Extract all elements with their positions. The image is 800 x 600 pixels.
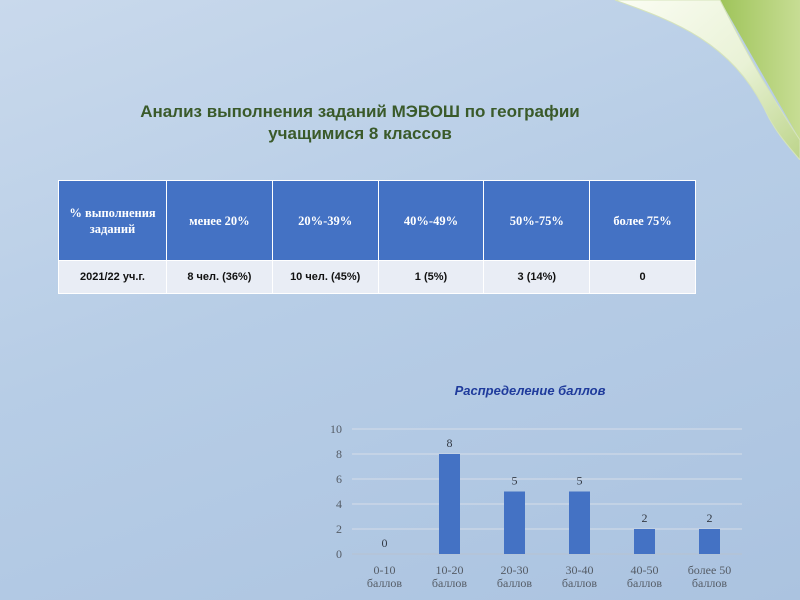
x-tick-label: 0-10 баллов — [367, 563, 403, 590]
page-title: Анализ выполнения заданий МЭВОШ по геогр… — [100, 101, 620, 145]
page-title-line1: Анализ выполнения заданий МЭВОШ по геогр… — [140, 102, 580, 121]
table-header-row: % выполнения заданий менее 20% 20%-39% 4… — [58, 180, 696, 261]
page-title-line2: учащимися 8 классов — [268, 124, 452, 143]
data-label: 2 — [707, 511, 713, 525]
y-tick-label: 2 — [336, 522, 342, 536]
table-cell: 3 (14%) — [483, 260, 591, 294]
table-header-cell: 20%-39% — [271, 180, 379, 261]
data-label: 5 — [577, 474, 583, 488]
y-tick-label: 8 — [336, 447, 342, 461]
x-tick-label: 30-40 баллов — [562, 563, 598, 590]
page-curl-decoration — [614, 0, 800, 160]
y-tick-label: 4 — [336, 497, 342, 511]
table-cell: 2021/22 уч.г. — [58, 260, 167, 294]
table-cell: 10 чел. (45%) — [271, 260, 379, 294]
chart-title: Распределение баллов — [454, 383, 606, 398]
table-cell: 0 — [589, 260, 696, 294]
table-cell: 1 (5%) — [377, 260, 485, 294]
data-label: 5 — [512, 474, 518, 488]
y-tick-label: 6 — [336, 472, 342, 486]
y-tick-label: 10 — [330, 422, 342, 436]
results-table: % выполнения заданий менее 20% 20%-39% 4… — [58, 180, 696, 294]
bar — [504, 491, 525, 554]
x-tick-label: более 50 баллов — [688, 563, 732, 590]
data-label: 8 — [447, 436, 453, 450]
bar — [439, 454, 460, 554]
x-tick-label: 20-30 баллов — [497, 563, 533, 590]
table-row: 2021/22 уч.г. 8 чел. (36%) 10 чел. (45%)… — [58, 260, 696, 294]
x-tick-label: 40-50 баллов — [627, 563, 663, 590]
table-header-cell: менее 20% — [166, 180, 273, 261]
bar — [699, 529, 720, 554]
table-header-cell: 50%-75% — [483, 180, 591, 261]
y-tick-label: 0 — [336, 547, 342, 561]
x-tick-label: 10-20 баллов — [432, 563, 468, 590]
data-label: 0 — [382, 536, 388, 550]
table-header-cell: 40%-49% — [377, 180, 485, 261]
bar — [569, 491, 590, 554]
table-cell: 8 чел. (36%) — [166, 260, 273, 294]
bar — [634, 529, 655, 554]
table-header-cell: более 75% — [589, 180, 696, 261]
table-header-cell: % выполнения заданий — [58, 180, 167, 261]
data-label: 2 — [642, 511, 648, 525]
